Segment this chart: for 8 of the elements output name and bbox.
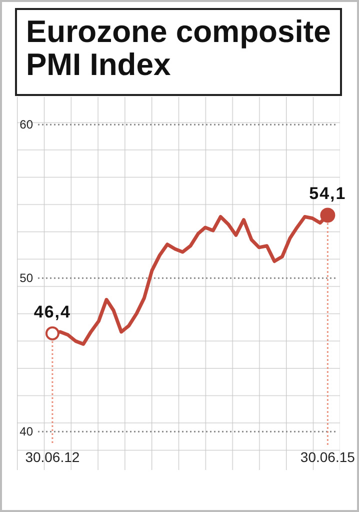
x-tick-label: 30.06.12 <box>25 449 80 465</box>
annotation: 54,1 <box>309 184 346 204</box>
x-tick-label: 30.06.15 <box>300 449 356 465</box>
annotation: 46,4 <box>34 302 71 322</box>
y-tick-label: 40 <box>20 424 34 439</box>
y-tick-label: 60 <box>20 118 34 132</box>
chart-title: Eurozone composite PMI Index <box>26 14 331 82</box>
y-tick-label: 50 <box>20 271 34 286</box>
